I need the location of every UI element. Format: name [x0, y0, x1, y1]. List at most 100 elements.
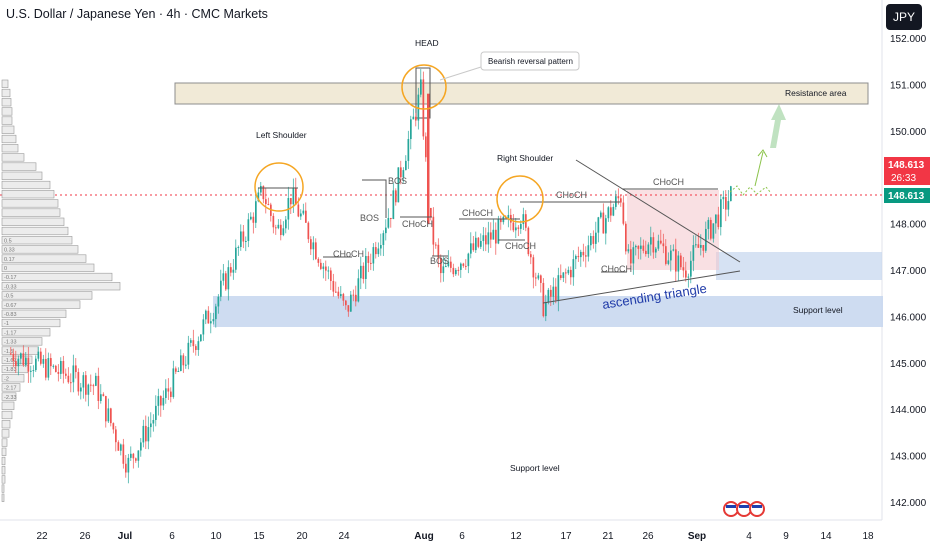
candle-body: [577, 255, 580, 258]
projection-arrowhead-1: [757, 149, 768, 158]
candle-body: [295, 188, 297, 205]
volume-profile-bar: [1, 456, 6, 466]
candle-body: [425, 136, 427, 158]
candle-body: [80, 387, 82, 392]
currency-button[interactable]: JPY: [886, 4, 922, 30]
candle-body: [622, 202, 625, 224]
candle-body: [117, 442, 120, 451]
candle-body: [590, 236, 592, 246]
volume-profile-bar: [1, 300, 81, 309]
time-axis[interactable]: 22 26 Jul 6 10 15 20 24 Aug 6 12 17 21 26 Sep 4 9 14 18: [36, 531, 874, 542]
volume-profile-bar: [1, 263, 95, 272]
candle-body: [250, 216, 252, 220]
candle-body: [620, 198, 622, 203]
candle-body: [407, 139, 410, 161]
us-flag-icon: [723, 501, 739, 517]
candle-body: [642, 245, 645, 251]
candle-body: [605, 218, 607, 234]
candle-body: [435, 244, 437, 246]
volume-profile-bar: [1, 162, 37, 171]
y-tick-label: 146.000: [890, 312, 927, 323]
candle-body: [555, 286, 557, 301]
candle-body: [617, 196, 620, 199]
candle-body: [402, 170, 405, 178]
candle-body: [355, 294, 357, 302]
candle-body: [292, 188, 295, 205]
x-tick-label: 24: [338, 531, 350, 542]
candle-body: [710, 219, 712, 239]
candle-body: [140, 442, 142, 451]
volume-profile-label: -0.17: [4, 275, 17, 281]
volume-profile-label: -2.33: [4, 395, 17, 401]
candle-body: [627, 249, 630, 252]
candle-body: [462, 263, 465, 266]
candle-body: [60, 361, 62, 374]
candle-body: [405, 160, 407, 171]
volume-profile-bar: [1, 171, 43, 180]
candle-body: [707, 219, 710, 229]
candle-body: [217, 296, 220, 307]
flag-icons[interactable]: [723, 501, 765, 517]
candle-body: [692, 245, 695, 261]
candle-body: [22, 353, 25, 366]
candle-body: [320, 262, 322, 269]
candle-body: [212, 319, 215, 322]
candle-body: [200, 334, 202, 342]
bos-label-3: BOS: [430, 256, 449, 266]
candle-body: [277, 224, 280, 229]
candle-body: [237, 246, 240, 248]
candle-body: [245, 240, 247, 242]
candle-body: [527, 227, 530, 255]
x-tick-label: 17: [560, 531, 572, 542]
volume-profile-bar: [1, 79, 9, 88]
candle-body: [20, 353, 22, 359]
candle-body: [552, 286, 555, 297]
candle-body: [242, 231, 245, 242]
volume-profile-bar: [1, 153, 25, 162]
volume-profile-bar: [1, 438, 8, 447]
candle-body: [165, 388, 167, 398]
candle-body: [232, 269, 235, 273]
candle-body: [32, 370, 35, 372]
candle-body: [120, 444, 122, 451]
candle-body: [672, 249, 675, 251]
volume-profile-bar: [1, 245, 79, 254]
candle-body: [220, 280, 222, 297]
candle-body: [390, 217, 392, 220]
candle-body: [72, 365, 75, 383]
candle-body: [670, 250, 672, 261]
candle-body: [457, 269, 460, 271]
y-tick-label: 144.000: [890, 405, 927, 416]
candle-body: [82, 375, 85, 388]
candle-body: [585, 255, 587, 257]
candle-body: [597, 217, 600, 233]
candle-body: [440, 257, 442, 274]
candle-body: [222, 273, 225, 281]
candle-body: [727, 201, 730, 210]
last-price-red-label: 148.613: [888, 160, 925, 171]
candle-body: [305, 210, 307, 223]
volume-profile-bar: [1, 199, 59, 208]
candle-body: [15, 361, 17, 367]
candle-body: [97, 375, 100, 401]
candle-body: [625, 223, 627, 252]
candle-body: [52, 365, 55, 367]
candle-body: [490, 232, 492, 240]
candle-body: [607, 207, 610, 219]
candle-body: [507, 214, 510, 218]
candle-body: [610, 207, 612, 216]
candle-body: [530, 254, 532, 258]
candle-body: [512, 222, 515, 231]
volume-profile-bar: [1, 447, 7, 456]
price-axis[interactable]: 152.000151.000150.000149.000148.000147.0…: [890, 34, 927, 509]
candle-body: [347, 305, 350, 312]
support-level-bottom-label: Support level: [510, 463, 560, 473]
candle-body: [227, 267, 230, 290]
candle-body: [730, 186, 732, 202]
candle-body: [112, 423, 115, 430]
candle-body: [182, 355, 185, 366]
candle-body: [312, 242, 315, 250]
candle-body: [550, 289, 552, 297]
candle-body: [280, 224, 282, 236]
